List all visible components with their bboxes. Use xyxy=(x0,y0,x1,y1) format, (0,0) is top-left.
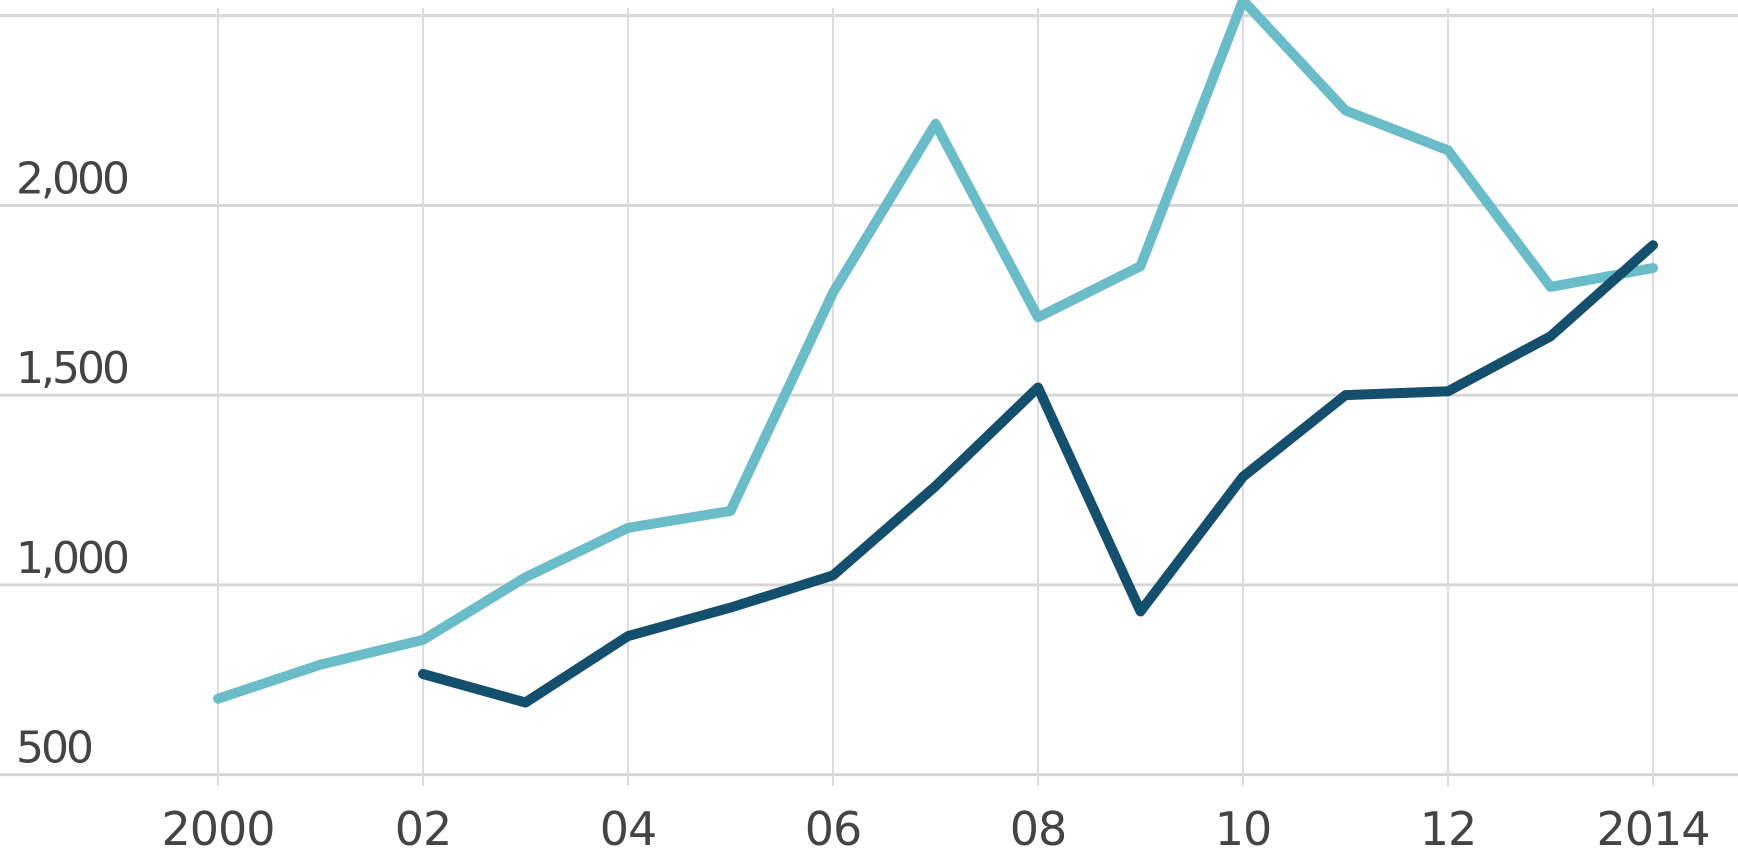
series-line xyxy=(213,0,1658,704)
y-tick-label: 500 xyxy=(16,723,92,774)
x-tick-label: 06 xyxy=(805,802,862,849)
series-line xyxy=(418,240,1658,708)
x-tick-label: 2014 xyxy=(1596,802,1709,849)
x-tick-label: 10 xyxy=(1215,802,1272,849)
x-tick-label: 2000 xyxy=(161,802,274,849)
series-2 xyxy=(418,240,1658,708)
y-tick-label: 1,000 xyxy=(16,533,128,584)
series-1 xyxy=(213,0,1658,704)
x-tick-label: 04 xyxy=(600,802,657,849)
x-tick-label: 08 xyxy=(1010,802,1067,849)
x-axis-ticks: 2000 02 04 06 08 10 12 2014 xyxy=(161,802,1710,849)
x-tick-label: 12 xyxy=(1420,802,1477,849)
series-layer xyxy=(213,0,1658,708)
x-tick-label: 02 xyxy=(395,802,452,849)
y-tick-label: 2,000 xyxy=(16,153,128,204)
y-tick-label: 1,500 xyxy=(16,343,128,394)
grid-layer xyxy=(0,8,1738,786)
y-axis-ticks: 500 1,000 1,500 2,000 xyxy=(16,153,131,774)
